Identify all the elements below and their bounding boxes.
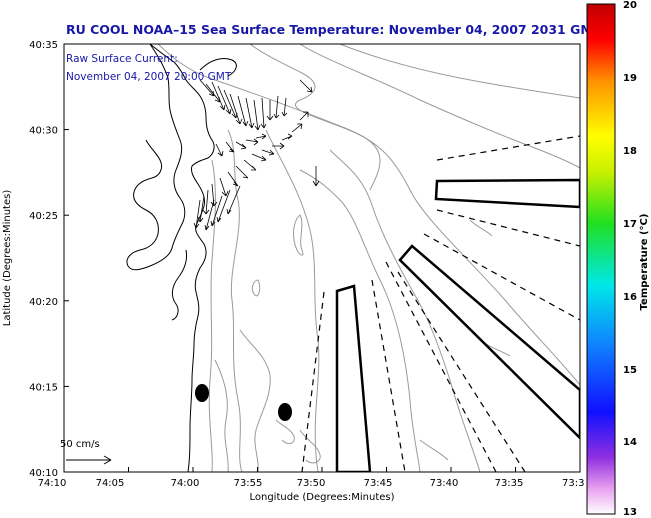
coastline xyxy=(64,44,237,472)
current-annotation-line1: Raw Surface Current: xyxy=(66,53,178,65)
x-tick-label: 74:00 xyxy=(171,478,200,489)
colorbar-tick-label: 13 xyxy=(623,507,637,518)
colorbar-gradient xyxy=(586,3,616,515)
colorbar-tick-label: 14 xyxy=(623,437,637,448)
colorbar-label: Temperature (°C) xyxy=(639,214,650,311)
x-tick-label: 74:10 xyxy=(38,478,67,489)
x-tick-label: 73:35 xyxy=(495,478,524,489)
y-tick-label: 40:20 xyxy=(29,297,58,308)
scale-vector xyxy=(66,455,112,465)
colorbar: 20 19 18 17 16 15 14 13 Temperature (°C) xyxy=(586,0,650,518)
station-marker xyxy=(195,384,209,402)
x-tick-label: 73:50 xyxy=(297,478,326,489)
colorbar-tick-label: 19 xyxy=(623,73,637,84)
current-annotation-line2: November 04, 2007 20:00 GMT xyxy=(66,71,232,83)
survey-polygons xyxy=(335,178,580,472)
y-tick-label: 40:10 xyxy=(29,468,58,479)
y-tick-label: 40:15 xyxy=(29,382,58,393)
y-tick-label: 40:25 xyxy=(29,211,58,222)
figure-title: RU COOL NOAA–15 Sea Surface Temperature:… xyxy=(66,22,602,37)
x-tick-label: 73:40 xyxy=(430,478,459,489)
plot-area xyxy=(63,43,581,473)
current-vectors xyxy=(193,79,320,231)
y-tick-label: 40:30 xyxy=(29,126,58,137)
colorbar-tick-label: 18 xyxy=(623,146,637,157)
y-axis-label: Latitude (Degrees:Minutes) xyxy=(2,190,13,327)
y-axis: 40:35 40:30 40:25 40:20 40:15 40:10 Lati… xyxy=(2,40,69,479)
x-axis-label: Longitude (Degrees:Minutes) xyxy=(249,492,394,503)
x-axis: 74:10 74:05 74:00 73:55 73:50 73:45 73:4… xyxy=(38,467,584,503)
colorbar-tick-label: 17 xyxy=(623,219,637,230)
x-tick-label: 73:3 xyxy=(562,478,584,489)
station-marker xyxy=(278,403,292,421)
scale-label: 50 cm/s xyxy=(60,439,100,450)
colorbar-tick-label: 16 xyxy=(623,292,637,303)
x-tick-label: 74:05 xyxy=(96,478,125,489)
y-tick-label: 40:35 xyxy=(29,40,58,51)
x-tick-label: 73:55 xyxy=(234,478,263,489)
colorbar-tick-label: 15 xyxy=(623,365,637,376)
x-tick-label: 73:45 xyxy=(364,478,393,489)
colorbar-tick-label: 20 xyxy=(623,0,637,11)
dashed-survey-lines xyxy=(301,135,580,472)
